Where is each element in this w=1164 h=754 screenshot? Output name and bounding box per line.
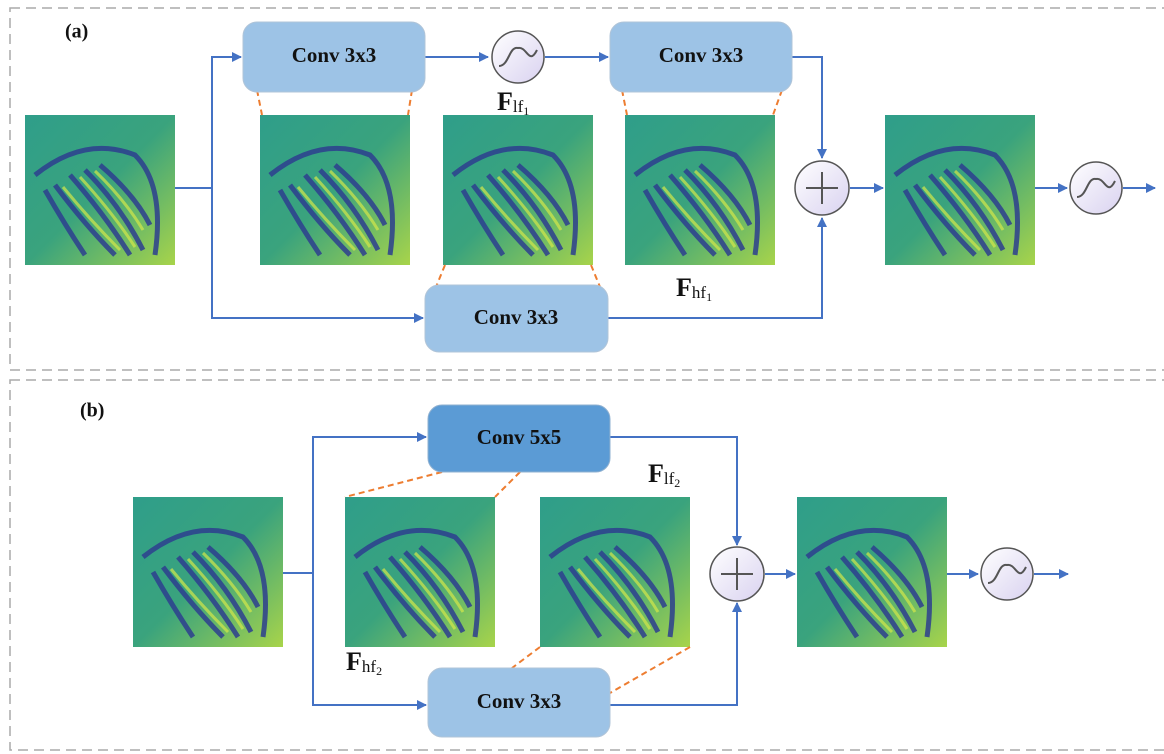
feature-label: Fhf2 [346,647,382,678]
activation [492,31,544,83]
conv-label: Conv 3x3 [474,305,559,329]
feature-map [260,115,410,265]
activation [1070,162,1122,214]
panel-label: (a) [65,21,88,43]
feature-map [443,115,593,265]
conv-label: Conv 5x5 [477,425,562,449]
feature-label: Fhf1 [676,273,712,304]
activation [981,548,1033,600]
feature-map [797,497,947,647]
feature-map [345,497,495,647]
conv-label: Conv 3x3 [659,43,744,67]
feature-map [625,115,775,265]
feature-map [25,115,175,265]
feature-map [133,497,283,647]
feature-map [540,497,690,647]
diagram: (a) Conv 3x3 Conv 3x3 Conv 3x3 Flf1 Fhf1… [0,0,1164,754]
add-node [710,547,764,601]
feature-label: Flf2 [648,459,680,490]
feature-label: Flf1 [497,87,529,118]
add-node [795,161,849,215]
page: {"panel_a": {"label": "(a)", "conv_top_l… [0,0,1164,754]
panel-label: (b) [80,400,104,422]
conv-label: Conv 3x3 [477,689,562,713]
conv-label: Conv 3x3 [292,43,377,67]
feature-map [885,115,1035,265]
